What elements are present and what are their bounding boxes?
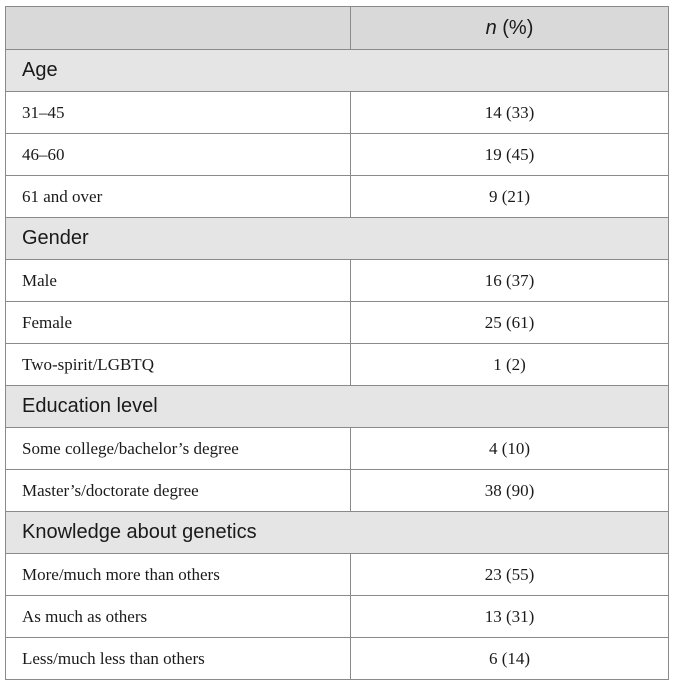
header-n-percent: n (%) xyxy=(350,6,669,50)
table-row: Less/much less than others 6 (14) xyxy=(5,637,669,680)
row-value: 19 (45) xyxy=(350,133,669,176)
header-percent: (%) xyxy=(496,16,534,39)
row-label: More/much more than others xyxy=(5,553,351,596)
section-title: Education level xyxy=(5,385,669,428)
row-label: Some college/bachelor’s degree xyxy=(5,427,351,470)
header-n: n xyxy=(485,16,497,39)
row-value: 1 (2) xyxy=(350,343,669,386)
row-value: 25 (61) xyxy=(350,301,669,344)
table-row: Some college/bachelor’s degree 4 (10) xyxy=(5,427,669,470)
row-value: 38 (90) xyxy=(350,469,669,512)
row-value: 14 (33) xyxy=(350,91,669,134)
section-row-gender: Gender xyxy=(5,217,669,260)
table-row: 46–60 19 (45) xyxy=(5,133,669,176)
row-label: Two-spirit/LGBTQ xyxy=(5,343,351,386)
row-label: Master’s/doctorate degree xyxy=(5,469,351,512)
row-value: 6 (14) xyxy=(350,637,669,680)
header-row: n (%) xyxy=(5,6,669,50)
table-row: More/much more than others 23 (55) xyxy=(5,553,669,596)
table-row: Two-spirit/LGBTQ 1 (2) xyxy=(5,343,669,386)
row-value: 13 (31) xyxy=(350,595,669,638)
section-title: Age xyxy=(5,49,669,92)
table-row: As much as others 13 (31) xyxy=(5,595,669,638)
row-label: Female xyxy=(5,301,351,344)
section-title: Knowledge about genetics xyxy=(5,511,669,554)
table-row: Male 16 (37) xyxy=(5,259,669,302)
section-row-education: Education level xyxy=(5,385,669,428)
row-value: 16 (37) xyxy=(350,259,669,302)
row-label: 61 and over xyxy=(5,175,351,218)
row-value: 4 (10) xyxy=(350,427,669,470)
header-label-cell xyxy=(5,6,351,50)
section-title: Gender xyxy=(5,217,669,260)
table-row: 61 and over 9 (21) xyxy=(5,175,669,218)
row-label: 46–60 xyxy=(5,133,351,176)
row-value: 23 (55) xyxy=(350,553,669,596)
row-label: 31–45 xyxy=(5,91,351,134)
row-label: Less/much less than others xyxy=(5,637,351,680)
row-label: Male xyxy=(5,259,351,302)
table-row: Female 25 (61) xyxy=(5,301,669,344)
row-value: 9 (21) xyxy=(350,175,669,218)
table-row: Master’s/doctorate degree 38 (90) xyxy=(5,469,669,512)
section-row-age: Age xyxy=(5,49,669,92)
row-label: As much as others xyxy=(5,595,351,638)
section-row-knowledge: Knowledge about genetics xyxy=(5,511,669,554)
demographics-table: n (%) Age 31–45 14 (33) 46–60 19 (45) 61… xyxy=(5,6,669,680)
table-row: 31–45 14 (33) xyxy=(5,91,669,134)
